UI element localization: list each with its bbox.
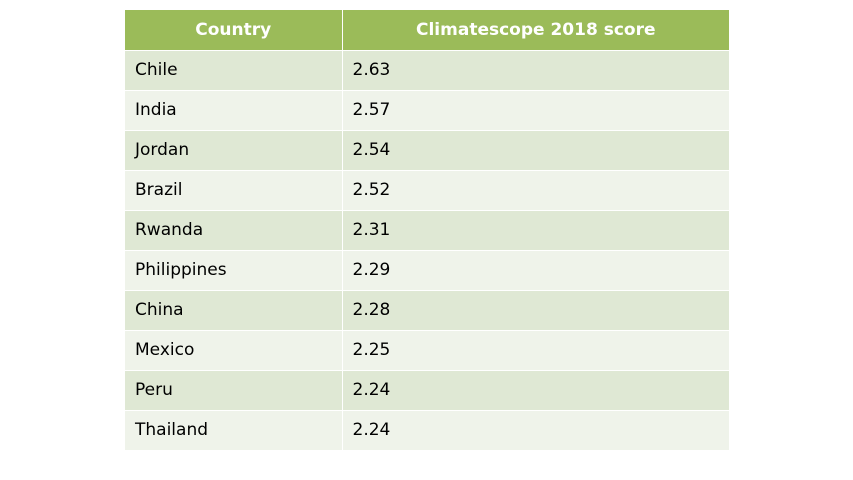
table-row: India 2.57	[125, 89, 729, 130]
country-cell: Brazil	[125, 169, 342, 210]
score-cell: 2.63	[341, 49, 729, 90]
table-row: Brazil 2.52	[125, 169, 729, 210]
table-row: Jordan 2.54	[125, 129, 729, 170]
header-cell: Country	[125, 10, 342, 50]
score-cell: 2.28	[341, 289, 729, 330]
table-row: China 2.28	[125, 289, 729, 330]
country-cell: Rwanda	[125, 209, 342, 250]
table-row: Peru 2.24	[125, 369, 729, 410]
score-table: Country Climatescope 2018 score Chile 2.63…	[125, 10, 729, 450]
score-cell: 2.31	[341, 209, 729, 250]
score-cell: 2.29	[341, 249, 729, 290]
table-body: Chile 2.63 India 2.57 Jordan 2.54 Brazil 2.52 Rw…	[125, 49, 729, 450]
score-cell: 2.24	[341, 409, 729, 450]
header-cell: Climatescope 2018 score	[341, 10, 729, 50]
score-cell: 2.57	[341, 89, 729, 130]
country-cell: Thailand	[125, 409, 342, 450]
country-cell: Chile	[125, 49, 342, 90]
country-cell: Jordan	[125, 129, 342, 170]
score-cell: 2.52	[341, 169, 729, 210]
table-row: Philippines 2.29	[125, 249, 729, 290]
score-cell: 2.25	[341, 329, 729, 370]
score-cell: 2.54	[341, 129, 729, 170]
table-row: Thailand 2.24	[125, 409, 729, 450]
table-row: Chile 2.63	[125, 49, 729, 90]
table-row: Rwanda 2.31	[125, 209, 729, 250]
score-cell: 2.24	[341, 369, 729, 410]
country-cell: India	[125, 89, 342, 130]
country-cell: Philippines	[125, 249, 342, 290]
table-row: Mexico 2.25	[125, 329, 729, 370]
table-header: Country Climatescope 2018 score	[125, 10, 729, 50]
country-cell: Mexico	[125, 329, 342, 370]
country-cell: China	[125, 289, 342, 330]
country-cell: Peru	[125, 369, 342, 410]
header-row: Country Climatescope 2018 score	[125, 10, 729, 50]
